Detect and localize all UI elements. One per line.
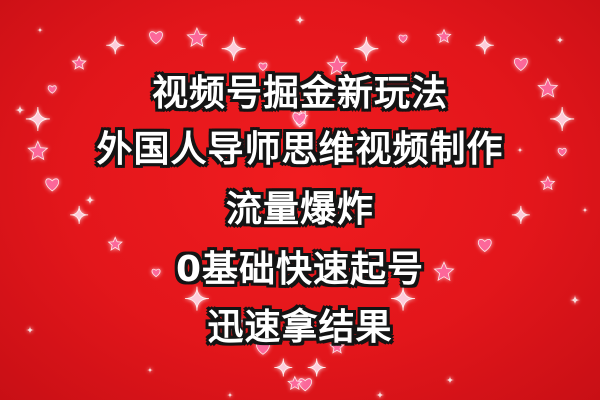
sparkle-icon bbox=[376, 391, 384, 399]
sparkle-icon bbox=[221, 36, 246, 61]
star-icon bbox=[223, 312, 245, 333]
sparkle-icon bbox=[26, 326, 34, 334]
sparkle-icon bbox=[37, 27, 43, 33]
heart-icon bbox=[557, 147, 567, 157]
heart-icon bbox=[298, 378, 312, 392]
sparkle-icon bbox=[274, 358, 293, 377]
sparkle-icon bbox=[295, 15, 305, 25]
heart-icon bbox=[47, 85, 57, 94]
sparkle-icon bbox=[517, 147, 523, 153]
star-icon bbox=[287, 375, 303, 391]
sparkle-icon bbox=[556, 36, 564, 44]
sparkle-icon bbox=[106, 36, 125, 55]
star-icon bbox=[537, 77, 559, 98]
star-icon bbox=[433, 261, 455, 282]
star-icon bbox=[186, 26, 208, 47]
star-icon bbox=[275, 78, 292, 93]
star-icon bbox=[540, 175, 556, 191]
heart-icon bbox=[149, 31, 163, 45]
heart-icon bbox=[151, 268, 161, 278]
sparkle-icon bbox=[227, 392, 233, 398]
star-icon bbox=[107, 236, 123, 251]
sparkle-icon bbox=[307, 358, 326, 377]
sparkle-icon bbox=[354, 36, 379, 61]
heart-icon bbox=[258, 62, 268, 71]
star-icon bbox=[27, 140, 49, 161]
sparkle-icon bbox=[570, 295, 580, 305]
heart-icon bbox=[45, 178, 60, 192]
headline-line-3: 流量爆炸 bbox=[225, 189, 374, 230]
heart-icon bbox=[398, 34, 408, 44]
headline-line-4: 0基础快速起号 bbox=[175, 249, 425, 290]
sparkle-icon bbox=[582, 207, 588, 213]
star-icon bbox=[436, 28, 452, 44]
headline-line-2: 外国人导师思维视频制作 bbox=[96, 129, 504, 170]
star-icon bbox=[326, 54, 348, 75]
star-icon bbox=[329, 339, 345, 354]
sparkle-icon bbox=[15, 105, 25, 115]
sparkle-icon bbox=[85, 195, 95, 205]
heart-icon bbox=[514, 58, 528, 71]
star-icon bbox=[71, 55, 87, 70]
heart-icon bbox=[361, 320, 371, 329]
heart-icon bbox=[256, 341, 270, 355]
sparkle-icon bbox=[147, 367, 153, 373]
headline-line-5: 迅速拿结果 bbox=[207, 307, 393, 348]
heart-icon bbox=[309, 80, 324, 94]
headline-line-1: 视频号掘金新玩法 bbox=[151, 73, 448, 114]
sparkle-icon bbox=[475, 36, 494, 55]
heart-icon bbox=[477, 239, 492, 252]
heart-icon bbox=[292, 112, 307, 126]
sparkle-icon bbox=[446, 376, 454, 384]
